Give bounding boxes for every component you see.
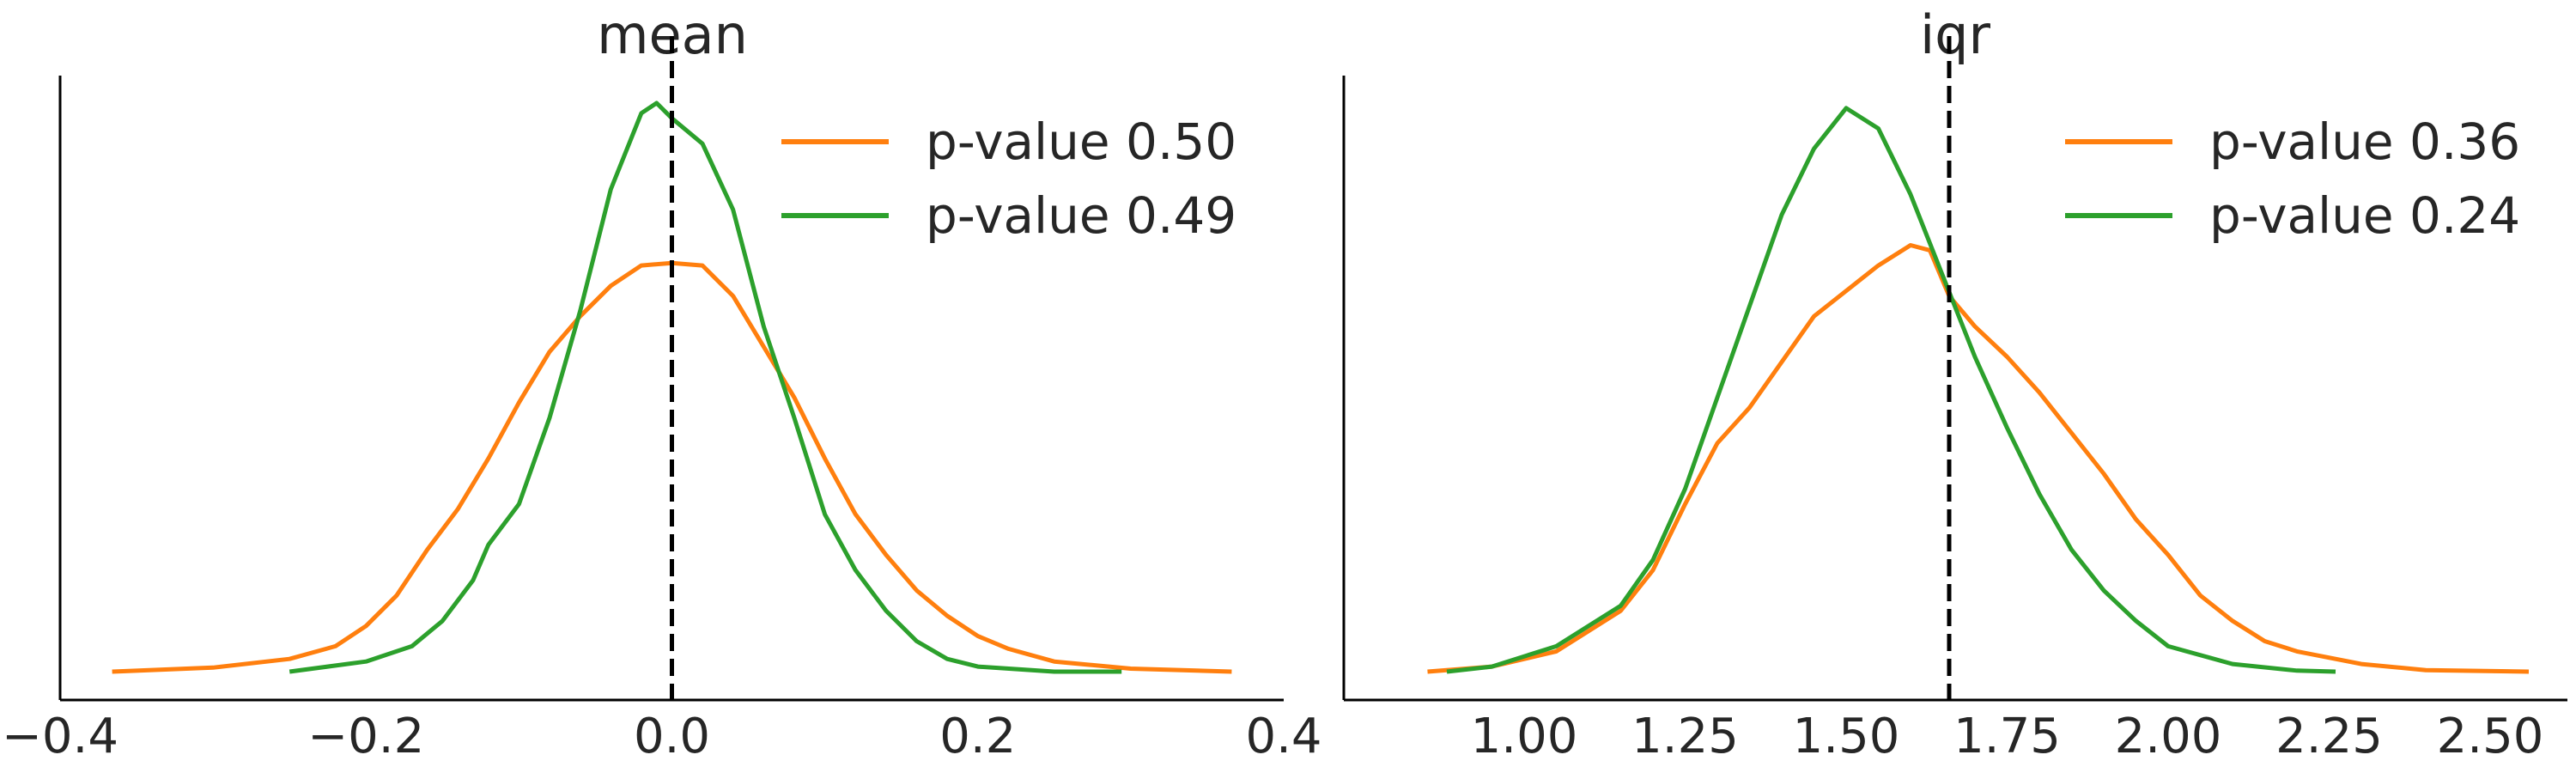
x-tick-label: 0.4 — [1245, 709, 1321, 764]
x-tick-label: 1.50 — [1793, 709, 1900, 764]
panel-mean: mean−0.4 −0.2 0.0 0.2 0.4p-value 0.50p-value… — [2, 3, 1322, 764]
legend: p-value 0.36 p-value 0.24 — [2065, 113, 2520, 245]
x-tick-label: 2.25 — [2275, 709, 2383, 764]
panel-iqr: iqr 1.00 1.25 1.50 1.75 2.00 2.25 2.50 p-value 0… — [1342, 3, 2567, 764]
x-tick-label: 0.2 — [939, 709, 1016, 764]
x-tick-label: −0.4 — [2, 709, 118, 764]
legend-label: p-value 0.50 — [926, 113, 1236, 171]
panel-title: mean — [597, 3, 748, 66]
legend-label: p-value 0.36 — [2209, 113, 2520, 171]
x-tick-label: 1.00 — [1471, 709, 1578, 764]
panel-title: iqr — [1920, 3, 1991, 66]
series-line-2 — [1446, 106, 2336, 674]
x-tick-label: 0.0 — [634, 709, 710, 764]
x-tick-label: 1.75 — [1953, 709, 2061, 764]
x-tick-label: 2.50 — [2437, 709, 2544, 764]
legend-label: p-value 0.49 — [926, 186, 1236, 245]
x-tick-label: 2.00 — [2115, 709, 2222, 764]
series-line-1 — [1427, 243, 2530, 674]
x-tick-label: −0.2 — [307, 709, 424, 764]
x-tick-label: 1.25 — [1631, 709, 1739, 764]
legend-label: p-value 0.24 — [2209, 186, 2520, 245]
legend: p-value 0.50 p-value 0.49 — [781, 113, 1236, 245]
